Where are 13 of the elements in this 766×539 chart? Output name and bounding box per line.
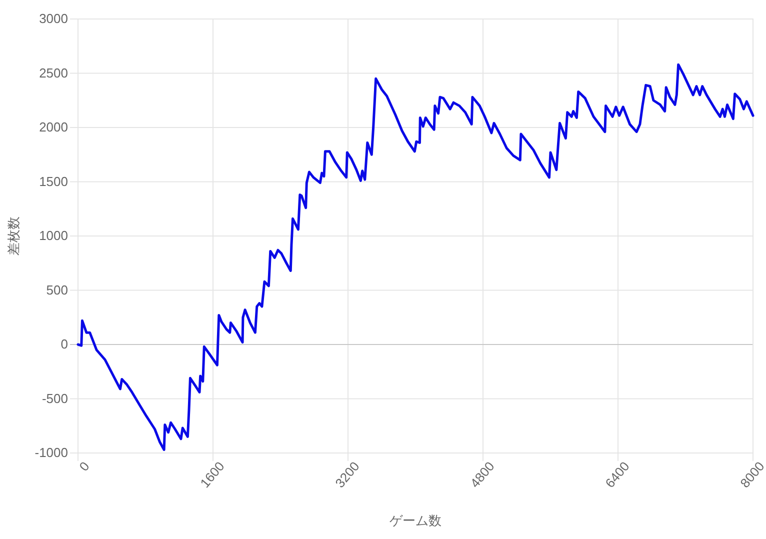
line-series [76,63,754,451]
y-tick-label: 2000 [39,120,68,135]
y-tick-label: 0 [60,336,68,352]
y-tick-label: 2500 [39,65,68,80]
y-tick-label: 3000 [39,11,68,26]
x-tick-label: 0 [76,458,92,474]
y-tick-label: -1000 [34,445,68,460]
y-tick-label: -500 [42,390,68,406]
y-axis-title: 差枚数 [6,216,21,256]
y-tick-label: 1500 [39,174,68,189]
y-tick-label: 1000 [39,228,68,244]
y-tick-label: 500 [46,282,68,298]
x-axis-title: ゲーム数 [390,513,442,528]
